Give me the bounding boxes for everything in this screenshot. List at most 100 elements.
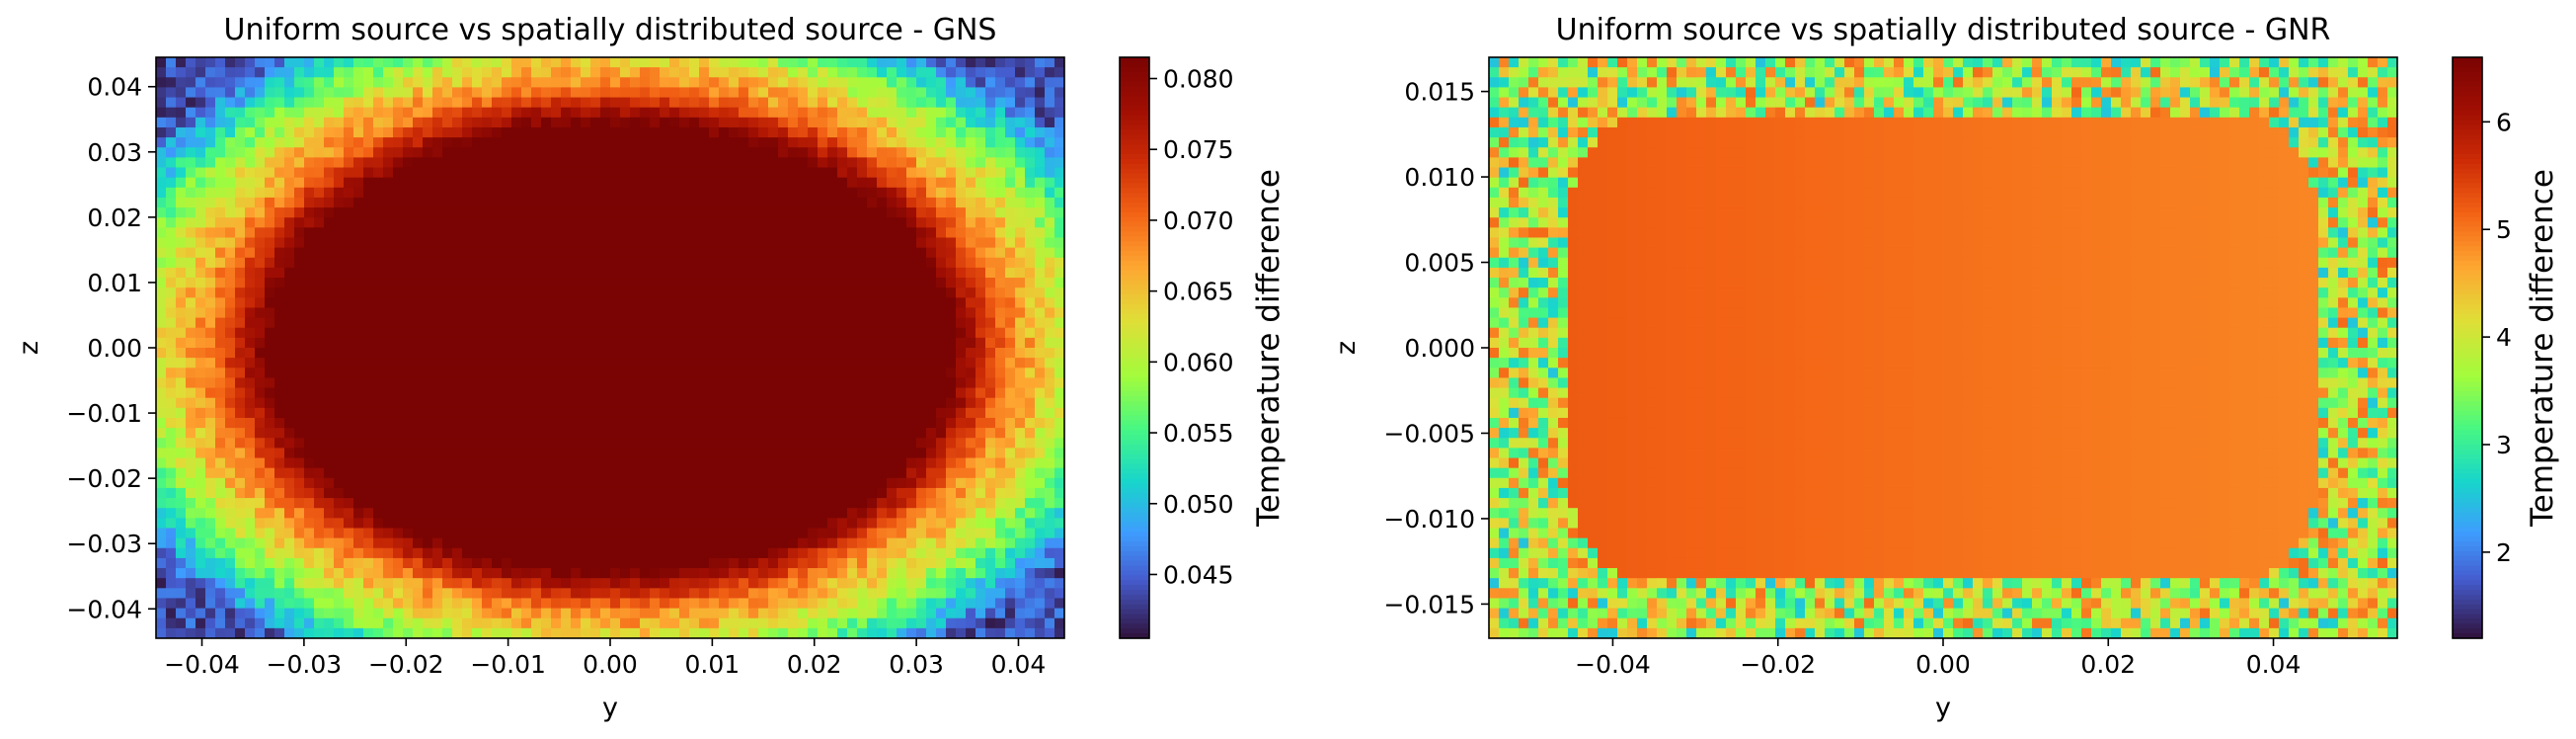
heatmap-cell	[590, 197, 601, 208]
heatmap-cell	[442, 387, 453, 399]
heatmap-cell	[462, 87, 473, 99]
heatmap-cell	[344, 608, 354, 619]
heatmap-cell	[255, 307, 266, 319]
heatmap-cell	[511, 267, 522, 279]
heatmap-cell	[186, 387, 196, 399]
heatmap-cell	[709, 358, 720, 369]
heatmap-cell	[195, 97, 206, 109]
heatmap-cell	[265, 348, 275, 359]
heatmap-cell	[502, 617, 512, 629]
heatmap-cell	[926, 608, 937, 619]
heatmap-cell	[423, 227, 433, 239]
heatmap-cell	[521, 267, 532, 279]
heatmap-cell	[541, 187, 552, 199]
heatmap-cell	[916, 207, 927, 218]
heatmap-cell	[689, 87, 700, 99]
heatmap-cell	[758, 117, 769, 128]
heatmap-cell	[847, 126, 858, 138]
heatmap-cell	[265, 467, 275, 479]
heatmap-cell	[334, 508, 345, 519]
heatmap-cell	[245, 57, 256, 68]
heatmap-cell	[235, 197, 246, 208]
heatmap-cell	[265, 397, 275, 409]
heatmap-cell	[531, 477, 542, 489]
heatmap-cell	[403, 117, 414, 128]
heatmap-cell	[511, 578, 522, 589]
heatmap-cell	[640, 278, 651, 288]
heatmap-cell	[837, 337, 848, 349]
heatmap-cell	[294, 77, 305, 89]
heatmap-cell	[472, 307, 483, 319]
heatmap-cell	[729, 327, 740, 339]
heatmap-cell	[442, 247, 453, 259]
heatmap-cell	[472, 608, 483, 619]
heatmap-cell	[768, 608, 779, 619]
heatmap-cell	[630, 77, 641, 89]
heatmap-cell	[432, 147, 443, 158]
heatmap-cell	[393, 267, 404, 279]
heatmap-cell	[966, 297, 976, 309]
heatmap-cell	[600, 467, 611, 479]
heatmap-cell	[334, 137, 345, 148]
heatmap-cell	[413, 518, 424, 530]
heatmap-cell	[808, 547, 819, 559]
heatmap-cell	[660, 617, 670, 629]
heatmap-cell	[373, 126, 384, 138]
heatmap-cell	[689, 508, 700, 519]
heatmap-cell	[679, 126, 690, 138]
heatmap-cell	[679, 77, 690, 89]
heatmap-cell	[571, 177, 582, 189]
heatmap-cell	[976, 387, 986, 399]
heatmap-cell	[748, 428, 759, 439]
heatmap-cell	[936, 377, 947, 389]
heatmap-cell	[383, 227, 394, 239]
heatmap-cell	[827, 358, 838, 369]
heatmap-cell	[857, 126, 868, 138]
heatmap-cell	[462, 547, 473, 559]
heatmap-cell	[314, 568, 325, 579]
heatmap-cell	[304, 307, 315, 319]
heatmap-cell	[472, 167, 483, 179]
heatmap-cell	[620, 107, 631, 119]
heatmap-cell	[442, 568, 453, 579]
heatmap-cell	[195, 237, 206, 249]
heatmap-cell	[423, 358, 433, 369]
heatmap-cell	[413, 177, 424, 189]
heatmap-cell	[778, 167, 789, 179]
heatmap-cell	[837, 207, 848, 218]
heatmap-cell	[186, 377, 196, 389]
heatmap-cell	[768, 358, 779, 369]
heatmap-cell	[847, 327, 858, 339]
heatmap-cell	[748, 397, 759, 409]
heatmap-cell	[985, 377, 996, 389]
heatmap-cell	[709, 137, 720, 148]
heatmap-cell	[630, 598, 641, 610]
heatmap-cell	[679, 348, 690, 359]
heatmap-cell	[610, 247, 621, 259]
heatmap-cell	[502, 358, 512, 369]
heatmap-cell	[344, 547, 354, 559]
heatmap-cell	[669, 608, 680, 619]
heatmap-cell	[492, 67, 503, 78]
heatmap-cell	[235, 457, 246, 469]
heatmap-cell	[640, 327, 651, 339]
heatmap-cell	[966, 317, 976, 329]
heatmap-cell	[304, 438, 315, 449]
heatmap-cell	[748, 438, 759, 449]
heatmap-cell	[877, 428, 888, 439]
heatmap-cell	[660, 557, 670, 569]
heatmap-cell	[373, 87, 384, 99]
heatmap-cell	[274, 598, 285, 610]
heatmap-cell	[551, 157, 562, 169]
heatmap-cell	[798, 67, 809, 78]
heatmap-cell	[205, 568, 216, 579]
heatmap-cell	[709, 568, 720, 579]
heatmap-cell	[304, 247, 315, 259]
heatmap-cell	[857, 438, 868, 449]
heatmap-cell	[314, 598, 325, 610]
heatmap-cell	[511, 557, 522, 569]
heatmap-cell	[887, 297, 898, 309]
heatmap-cell	[956, 467, 967, 479]
heatmap-cell	[334, 287, 345, 298]
heatmap-cell	[225, 57, 236, 68]
